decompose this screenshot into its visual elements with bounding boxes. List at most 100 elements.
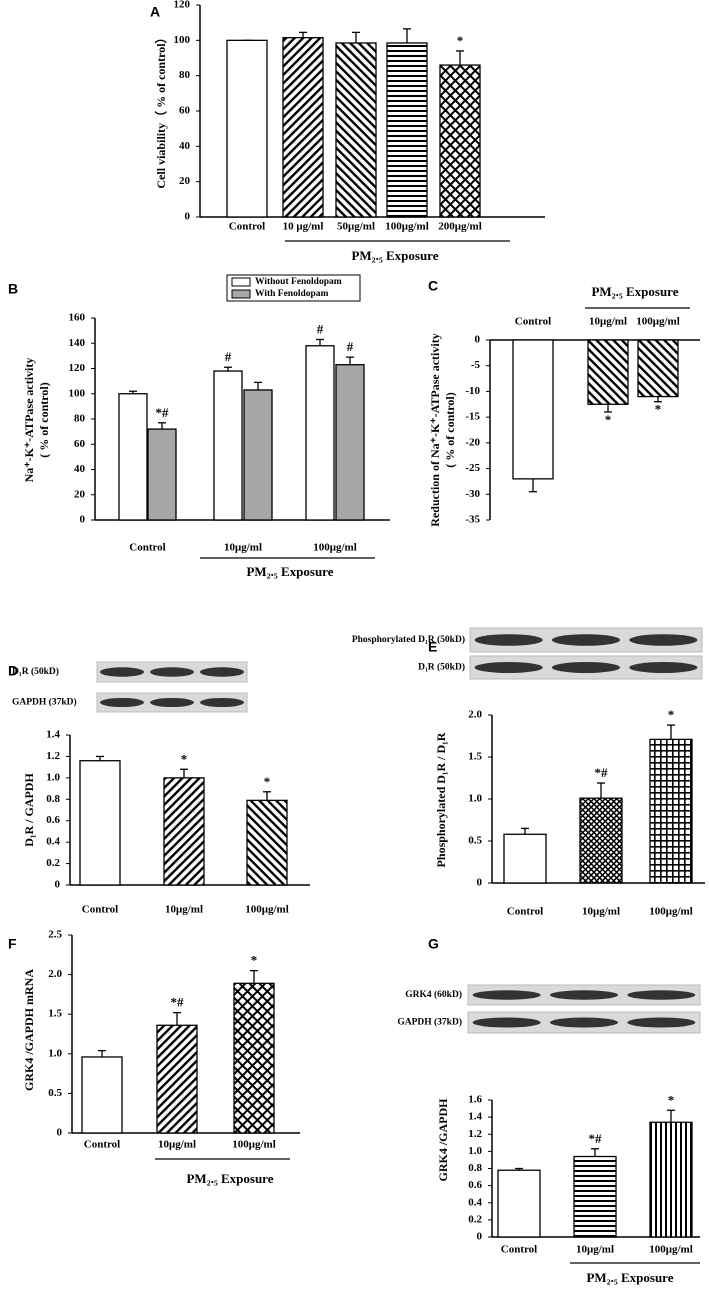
panel-label: B <box>8 281 18 297</box>
group-label: PM₂.₅ Exposure <box>591 284 678 299</box>
y-tick-label: 60 <box>74 438 86 450</box>
x-tick-label: 100μg/ml <box>649 1244 693 1256</box>
bar <box>81 1056 123 1134</box>
x-tick-label: 10μg/ml <box>582 906 620 918</box>
x-tick-label: 100μg/ml <box>649 906 693 918</box>
y-axis-label: Reduction of Na⁺-K⁺-ATPase activity <box>428 333 442 526</box>
y-tick-label: 100 <box>69 387 86 399</box>
x-tick-label: 50μg/ml <box>337 221 375 233</box>
y-tick-label: -35 <box>465 514 480 526</box>
blot-band <box>150 667 194 677</box>
y-axis-label: Cell viability（ % of control） <box>153 31 168 188</box>
y-tick-label: 1.4 <box>468 1111 482 1123</box>
legend-label: Without Fenoldopam <box>255 277 342 287</box>
bar <box>335 364 365 521</box>
blot-band <box>551 634 621 646</box>
x-tick-label: 10μg/ml <box>224 542 262 554</box>
blot-label: GRK4 (60kD) <box>405 989 462 1000</box>
blot-band <box>474 634 543 646</box>
x-tick-label: 10 μg/ml <box>283 221 324 233</box>
y-tick-label: -30 <box>465 488 480 500</box>
legend-swatch <box>231 277 251 287</box>
bar <box>79 760 121 886</box>
group-label: PM₂.₅ Exposure <box>186 1171 273 1186</box>
y-tick-label: 0 <box>185 211 191 223</box>
y-tick-label: 40 <box>74 463 86 475</box>
y-tick-label: 140 <box>69 337 86 349</box>
group-label: PM₂.₅ Exposure <box>246 564 333 579</box>
y-tick-label: 2.5 <box>48 929 62 941</box>
group-label: PM₂.₅ Exposure <box>351 248 438 263</box>
bar <box>243 389 273 521</box>
x-tick-label: 100μg/ml <box>636 316 680 328</box>
y-tick-label: 1.6 <box>468 1094 482 1106</box>
bar <box>497 1169 541 1238</box>
bar <box>246 799 288 886</box>
y-axis-label: Phosphorylated D₁R / D₁R <box>434 732 448 867</box>
bar <box>579 797 623 884</box>
blot-label: GAPDH (37kD) <box>397 1017 462 1028</box>
significance-marker: *# <box>171 995 185 1010</box>
x-tick-label: 100μg/ml <box>385 221 429 233</box>
y-tick-label: -5 <box>471 359 481 371</box>
y-tick-label: 0.6 <box>468 1179 482 1191</box>
bar <box>649 738 693 884</box>
y-tick-label: 0.8 <box>468 1162 482 1174</box>
panel-label: A <box>150 4 160 20</box>
panel-label: D <box>8 663 18 679</box>
y-axis-label: ( % of control) <box>443 392 457 467</box>
blot-band <box>200 697 244 708</box>
panel-label: F <box>8 936 17 952</box>
x-tick-label: 10μg/ml <box>165 904 203 916</box>
bar <box>573 1155 617 1238</box>
y-tick-label: -25 <box>465 462 480 474</box>
y-axis-label: D₁R / GAPDH <box>22 773 36 847</box>
group-label: PM₂.₅ Exposure <box>586 1270 673 1285</box>
blot-band <box>150 697 194 708</box>
blot-band <box>472 990 541 1000</box>
bar <box>226 39 268 218</box>
y-tick-label: 1.5 <box>48 1008 62 1020</box>
panel-label: E <box>428 639 437 655</box>
x-tick-label: 200μg/ml <box>438 221 482 233</box>
legend-label: With Fenoldopam <box>255 289 329 299</box>
x-tick-label: 100μg/ml <box>232 1139 276 1151</box>
x-tick-label: Control <box>507 906 543 918</box>
blot-band <box>472 1017 541 1028</box>
y-tick-label: 2.0 <box>48 968 62 980</box>
significance-marker: # <box>317 321 324 336</box>
blot-label: GAPDH (37kD) <box>12 697 77 708</box>
blot-band <box>629 634 698 646</box>
significance-marker: # <box>225 349 232 364</box>
significance-marker: * <box>251 953 258 968</box>
y-tick-label: 0.5 <box>468 835 482 847</box>
y-tick-label: 60 <box>179 105 191 117</box>
y-tick-label: 120 <box>174 0 191 11</box>
y-tick-label: 1.0 <box>468 1145 482 1157</box>
y-tick-label: 0 <box>80 514 86 526</box>
x-tick-label: 10μg/ml <box>576 1244 614 1256</box>
y-tick-label: 1.0 <box>468 793 482 805</box>
y-tick-label: 0 <box>477 877 483 889</box>
x-tick-label: 100μg/ml <box>313 542 357 554</box>
bar <box>649 1121 693 1238</box>
blot-label: D₁R (50kD) <box>418 662 465 673</box>
y-tick-label: 20 <box>74 488 86 500</box>
y-tick-label: 0.6 <box>46 814 60 826</box>
y-tick-label: 1.2 <box>468 1128 482 1140</box>
blot-band <box>629 661 698 674</box>
bar <box>587 339 629 405</box>
significance-marker: * <box>668 707 675 722</box>
significance-marker: *# <box>156 405 170 420</box>
x-tick-label: Control <box>229 221 265 233</box>
y-tick-label: 1.0 <box>46 771 60 783</box>
bar <box>386 42 428 218</box>
y-tick-label: 2.0 <box>468 709 482 721</box>
significance-marker: * <box>457 33 464 48</box>
blot-band <box>551 661 621 674</box>
y-tick-label: 20 <box>179 175 191 187</box>
bar <box>282 37 324 218</box>
x-tick-label: Control <box>501 1244 537 1256</box>
